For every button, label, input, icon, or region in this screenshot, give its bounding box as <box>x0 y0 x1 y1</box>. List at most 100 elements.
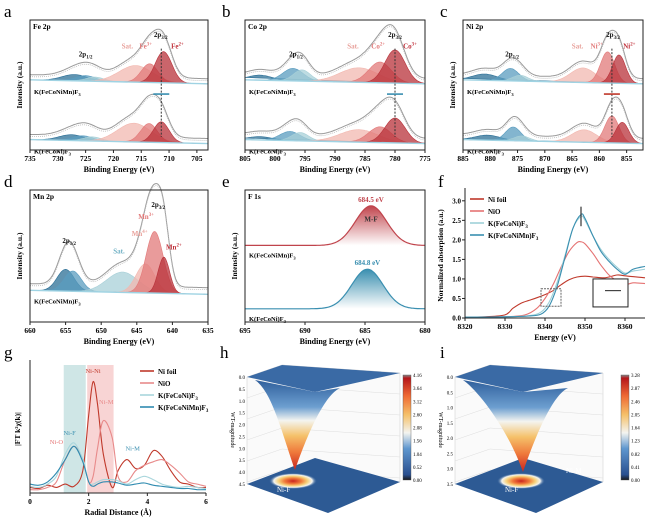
zoom-region-box <box>540 288 562 307</box>
peak-annotation-main: Ni <box>591 43 598 51</box>
peak-annotation: Fe3+ <box>139 43 152 51</box>
series-line <box>29 419 207 491</box>
x-tick-label: 735 <box>24 154 36 163</box>
x-tick-label: 865 <box>566 154 578 163</box>
y-tick-label: 1.5 <box>452 256 461 264</box>
x-tick-label: 795 <box>299 154 311 163</box>
bond-annotation: Ni-M <box>125 446 140 453</box>
x-tick-label: 8340 <box>538 322 553 331</box>
peak-annotation-sup: 3+ <box>598 43 603 48</box>
bond-annotation: Ni-F <box>505 486 518 494</box>
peak-annotation: 2p1/2 <box>62 237 76 247</box>
grid-line <box>454 427 491 441</box>
y-tick-label: 1.0 <box>452 275 461 283</box>
peak-annotation: 2p1/2 <box>289 50 303 60</box>
colorbar <box>402 374 412 481</box>
sample-label-main: K(FeCoNi)F <box>249 316 284 323</box>
panel-title: Mn 2p <box>33 192 54 201</box>
panel-i: 0.0 0.5 1.0 1.5 2.0 2.5 3.0 3.5 WT-magnitude 0.00… <box>437 364 640 513</box>
peak-annotation: Co3+ <box>403 43 417 51</box>
x-tick-label: 660 <box>24 326 36 335</box>
legend-label-sub: 3 <box>536 237 539 242</box>
peak-annotation-main: Sat. <box>347 43 359 51</box>
bond-label: M-F <box>364 216 377 224</box>
panel-d: K(FeCoNiMn)F32p1/22p3/2Sat.Mn4+Mn3+Mn2+M… <box>15 183 214 346</box>
peak-annotation-main: Sat. <box>572 43 584 51</box>
peak-annotation-main: Mn <box>166 243 177 251</box>
x-tick-label: 715 <box>136 154 148 163</box>
x-tick-label: 725 <box>80 154 92 163</box>
peak-annotation-main: Mn <box>132 230 143 238</box>
peak-annotation-sub: 1/2 <box>86 55 93 60</box>
peak-annotation: Sat. <box>572 43 584 51</box>
sample-label-sub: 3 <box>284 319 287 324</box>
x-tick-label: 0 <box>28 497 32 506</box>
panel-title: Ni 2p <box>466 22 483 31</box>
y-tick-label: 3.0 <box>452 197 461 205</box>
z-tick-label: 1.5 <box>447 422 454 427</box>
z-tick-label: 3.5 <box>239 459 246 464</box>
peak-line <box>245 268 426 310</box>
colorbar-tick-label: 1.56 <box>413 440 422 445</box>
colorbar-tick-label: 2.87 <box>631 387 640 392</box>
panel-label-a: a <box>4 2 12 21</box>
z-tick-label: 2.0 <box>239 424 246 429</box>
x-tick-label: 875 <box>512 154 524 163</box>
x-tick-label: 645 <box>131 326 143 335</box>
sample-label-sub: 3 <box>78 301 81 306</box>
x-axis-label: Radial Distance (Å) <box>84 508 151 517</box>
peak-energy-label: 684.5 eV <box>358 196 384 204</box>
peak-annotation-sup: 4+ <box>142 230 147 235</box>
raw-data-dots <box>244 26 426 81</box>
x-tick-label: 790 <box>329 154 341 163</box>
peak-annotation-main: Co <box>371 43 380 51</box>
envelope-line <box>462 96 644 139</box>
peak-annotation: Co2+ <box>371 43 385 51</box>
peak-annotation-main: 2p <box>62 237 70 245</box>
x-tick-label: 705 <box>191 154 203 163</box>
peak-annotation-sup: 2+ <box>176 243 181 248</box>
grid-line <box>454 448 491 462</box>
panel-label-i: i <box>440 343 445 362</box>
colorbar-tick-label: 0.00 <box>413 479 422 484</box>
x-tick-label: 650 <box>96 326 108 335</box>
peak-annotation-main: Co <box>403 43 412 51</box>
peak-annotation: Mn4+ <box>132 230 148 238</box>
x-tick-label: 785 <box>359 154 371 163</box>
peak-line <box>245 205 425 246</box>
x-tick-label: 855 <box>621 154 633 163</box>
legend-label-sub: 3 <box>525 225 528 230</box>
panel-label-c: c <box>440 2 448 21</box>
legend-label-main: K(FeCoNi)F <box>158 392 195 400</box>
colorbar <box>620 374 630 481</box>
z-tick-label: 1.0 <box>447 407 454 412</box>
panel-label-f: f <box>438 172 444 191</box>
sample-label-sub: 3 <box>293 255 296 260</box>
raw-data-dots <box>462 31 644 82</box>
peak-annotation: 2p3/2 <box>606 31 620 41</box>
z-tick-label: 0.5 <box>239 388 246 393</box>
grid-line <box>454 406 491 420</box>
x-tick-label: 655 <box>60 326 72 335</box>
top-plane <box>455 365 603 392</box>
sample-label: K(FeCoNiMn)F3 <box>34 89 81 97</box>
inset-plot <box>592 278 629 308</box>
y-axis-label: Intensity (a.u.) <box>448 61 457 108</box>
envelope-line <box>244 96 426 139</box>
peak-annotation-sup: 2+ <box>630 43 635 48</box>
baseline <box>244 79 426 85</box>
z-tick-label: 1.0 <box>239 400 246 405</box>
x-tick-label: 805 <box>239 154 251 163</box>
raw-data-dots <box>30 185 208 291</box>
colorbar-tick-label: 0.00 <box>631 479 640 484</box>
sample-label: K(FeCoNi)F3 <box>249 149 287 157</box>
envelope-line <box>30 28 208 80</box>
legend-label-main: K(FeCoNiMn)F <box>158 404 206 412</box>
z-tick-label: 4.5 <box>239 483 246 488</box>
colorbar-tick-label: 2.08 <box>413 427 422 432</box>
legend-label-sub: 3 <box>206 409 209 414</box>
